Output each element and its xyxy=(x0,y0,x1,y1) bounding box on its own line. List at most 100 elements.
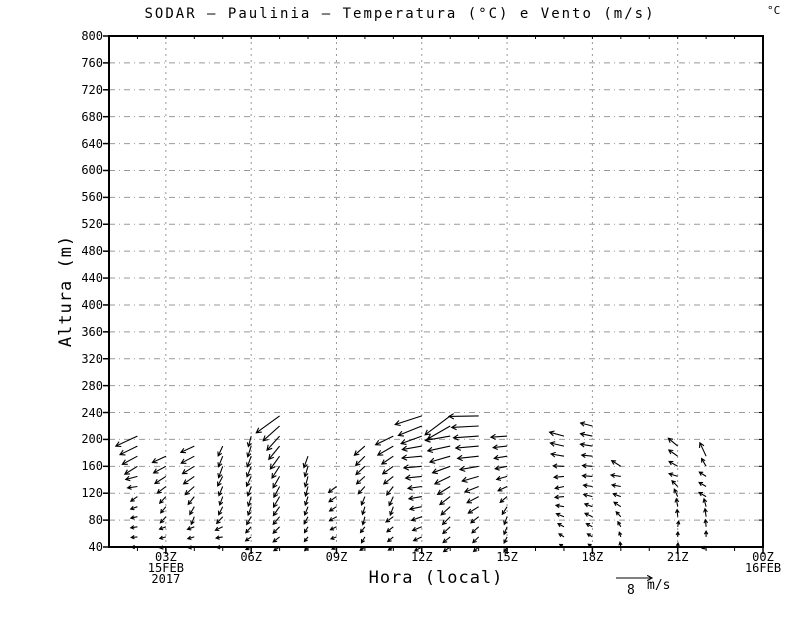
wind-arrow xyxy=(461,475,479,483)
wind-arrow xyxy=(466,496,479,504)
wind-arrow xyxy=(583,502,593,508)
wind-arrow xyxy=(408,505,422,512)
x-axis-title: Hora (local) xyxy=(368,568,504,588)
y-tick-label: 560 xyxy=(81,190,103,205)
chart-title: SODAR – Paulinia – Temperatura (°C) e Ve… xyxy=(144,6,656,22)
wind-arrow xyxy=(245,476,252,488)
wind-arrow xyxy=(359,546,366,552)
wind-arrow xyxy=(557,523,565,528)
wind-arrow xyxy=(218,496,224,507)
wind-arrow xyxy=(555,512,565,518)
wind-arrow xyxy=(463,485,479,494)
wind-arrow xyxy=(499,496,508,504)
wind-arrow xyxy=(673,488,679,497)
wind-arrow xyxy=(361,516,366,526)
y-tick-label: 520 xyxy=(81,217,103,232)
wind-arrow xyxy=(328,516,337,522)
wind-arrow xyxy=(303,476,309,488)
wind-arrow xyxy=(303,546,309,552)
y-tick-label: 240 xyxy=(81,405,103,420)
wind-arrow xyxy=(189,506,195,516)
wind-arrow xyxy=(548,430,565,437)
wind-arrow xyxy=(586,533,593,538)
wind-arrow xyxy=(376,445,394,456)
wind-arrow xyxy=(671,479,679,487)
wind-arrow xyxy=(440,506,451,516)
wind-arrow xyxy=(456,454,479,462)
wind-arrow xyxy=(187,496,195,506)
wind-arrow xyxy=(397,425,423,437)
wind-arrow xyxy=(302,456,309,469)
wind-arrow xyxy=(618,531,623,538)
wind-arrow xyxy=(412,536,423,542)
wind-arrow xyxy=(410,516,422,522)
wind-arrow-column xyxy=(394,415,423,552)
wind-arrow xyxy=(353,445,366,457)
wind-arrow xyxy=(610,459,622,467)
axis-ticks xyxy=(103,35,764,554)
wind-arrow xyxy=(503,516,508,526)
wind-arrow xyxy=(668,460,678,467)
wind-arrow xyxy=(402,464,422,471)
y-tick-label: 40 xyxy=(88,540,103,554)
wind-arrow xyxy=(553,494,565,500)
y-tick-label: 400 xyxy=(81,297,103,312)
wind-arrow-column xyxy=(548,430,565,548)
wind-arrow xyxy=(472,546,480,553)
wind-arrow xyxy=(503,536,508,545)
wind-arrow xyxy=(587,543,593,548)
wind-arrow xyxy=(585,523,593,528)
wind-arrow xyxy=(246,516,252,526)
wind-arrow xyxy=(118,445,138,456)
wind-arrow xyxy=(558,533,565,538)
wind-arrow xyxy=(407,495,422,501)
wind-arrow xyxy=(158,525,167,531)
wind-arrow xyxy=(698,471,707,477)
wind-arrow xyxy=(495,475,508,481)
wind-arrow xyxy=(579,442,593,448)
wind-arrow-column xyxy=(667,437,681,548)
wind-arrow xyxy=(582,492,593,498)
wind-arrow-column xyxy=(302,456,309,552)
wind-arrow xyxy=(615,510,622,518)
wind-arrow xyxy=(424,415,451,436)
wind-arrow xyxy=(400,454,422,461)
wind-arrow xyxy=(612,492,621,498)
wind-arrow-column xyxy=(255,415,281,552)
wind-arrow xyxy=(359,526,366,534)
wind-arrow xyxy=(581,473,593,479)
wind-arrow xyxy=(303,496,309,507)
wind-arrow xyxy=(246,506,252,517)
wind-arrow xyxy=(674,497,680,507)
x-tick-label: 18Z xyxy=(581,550,604,564)
wind-arrow xyxy=(497,486,508,492)
wind-arrow xyxy=(454,444,479,451)
y-tick-label: 80 xyxy=(88,513,103,528)
wind-arrow xyxy=(180,455,195,464)
wind-arrow xyxy=(244,536,252,542)
wind-arrow xyxy=(156,486,167,494)
wind-arrow xyxy=(303,466,309,478)
wind-arrow xyxy=(215,545,223,550)
reference-vector-unit: m/s xyxy=(647,578,671,593)
y-tick-label: 120 xyxy=(81,486,103,501)
wind-arrow xyxy=(667,437,679,447)
wind-arrow-column xyxy=(114,435,138,550)
x-tick-label: 09Z xyxy=(325,550,348,564)
wind-arrow xyxy=(552,463,565,469)
wind-arrow xyxy=(426,445,451,454)
wind-arrow xyxy=(471,526,480,534)
wind-arrow xyxy=(328,506,337,512)
wind-arrow xyxy=(129,505,138,511)
wind-arrow xyxy=(401,445,422,452)
wind-arrow-column xyxy=(374,435,394,551)
wind-arrow xyxy=(244,546,252,551)
wind-arrow xyxy=(215,516,224,525)
wind-arrow xyxy=(245,526,252,534)
wind-arrow xyxy=(450,424,479,431)
y-tick-label: 800 xyxy=(81,29,103,43)
wind-arrow xyxy=(503,546,508,553)
wind-arrow xyxy=(217,466,224,479)
wind-arrow xyxy=(667,449,679,457)
